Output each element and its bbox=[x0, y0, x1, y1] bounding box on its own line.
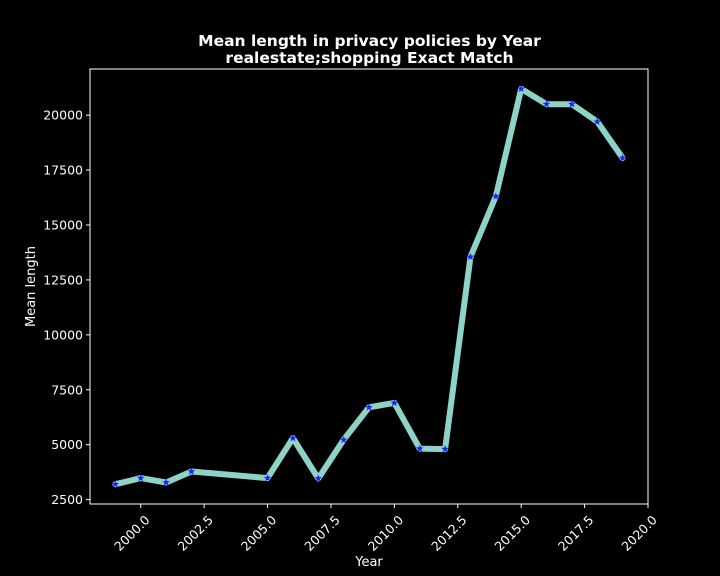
y-tick-label: 15000 bbox=[43, 217, 83, 232]
plot-area bbox=[111, 84, 627, 488]
data-point-marker bbox=[339, 435, 348, 444]
y-tick-label: 12500 bbox=[43, 272, 83, 287]
data-point-marker bbox=[415, 444, 424, 452]
y-tick-label: 17500 bbox=[43, 163, 83, 178]
x-tick-label: 2005.0 bbox=[238, 512, 280, 554]
x-tick-label: 2017.5 bbox=[555, 512, 597, 554]
y-tick-label: 7500 bbox=[51, 382, 83, 397]
data-point-marker bbox=[365, 403, 373, 411]
data-point-marker bbox=[390, 398, 399, 407]
x-axis: 2000.0 2002.5 2005.0 2007.5 2010.0 2012.5 2015… bbox=[111, 504, 660, 554]
x-tick-label: 2010.0 bbox=[365, 512, 407, 554]
data-point-marker bbox=[568, 100, 576, 108]
data-point-marker bbox=[618, 153, 627, 162]
y-axis-label: Mean length bbox=[24, 246, 39, 327]
data-point-marker bbox=[136, 474, 145, 482]
x-axis-label: Year bbox=[354, 555, 383, 570]
data-point-marker bbox=[111, 480, 120, 488]
chart-subtitle: realestate;shopping Exact Match bbox=[225, 49, 513, 67]
data-point-marker bbox=[187, 467, 196, 475]
series-line bbox=[112, 85, 626, 488]
y-tick-label: 10000 bbox=[43, 327, 83, 342]
plot-frame bbox=[89, 68, 649, 505]
y-tick-label: 20000 bbox=[43, 108, 83, 123]
y-tick-label: 5000 bbox=[51, 437, 83, 452]
data-point-marker bbox=[162, 478, 170, 486]
data-point-marker bbox=[593, 117, 602, 125]
data-point-marker bbox=[263, 474, 272, 482]
x-tick-label: 2012.5 bbox=[428, 512, 470, 554]
data-point-marker bbox=[542, 100, 551, 108]
data-point-marker bbox=[517, 84, 525, 93]
data-point-marker bbox=[314, 474, 323, 482]
x-tick-label: 2020.0 bbox=[618, 512, 660, 554]
data-point-marker bbox=[466, 252, 475, 261]
chart-title: Mean length in privacy policies by Year bbox=[198, 32, 541, 50]
y-tick-label: 2500 bbox=[51, 492, 83, 507]
x-tick-label: 2000.0 bbox=[111, 512, 153, 554]
y-axis: 2500 5000 7500 10000 12500 15000 17500 20000 bbox=[43, 108, 90, 507]
data-point-marker bbox=[289, 434, 297, 442]
x-tick-label: 2007.5 bbox=[301, 512, 343, 554]
x-tick-label: 2002.5 bbox=[174, 512, 216, 554]
data-point-marker bbox=[441, 445, 449, 453]
x-tick-label: 2015.0 bbox=[492, 512, 534, 554]
data-point-marker bbox=[492, 192, 500, 200]
